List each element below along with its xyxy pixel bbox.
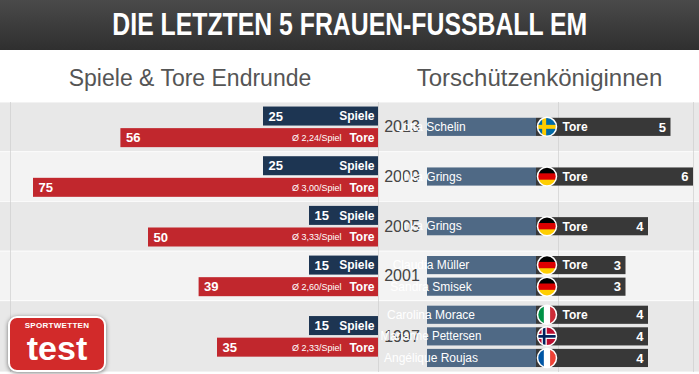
svg-text:75: 75 <box>39 180 53 195</box>
svg-text:15: 15 <box>315 318 329 333</box>
svg-text:Spiele: Spiele <box>339 319 375 333</box>
svg-text:Ø 3,00/Spiel: Ø 3,00/Spiel <box>292 183 342 193</box>
svg-text:56: 56 <box>126 130 140 145</box>
svg-text:Ø 2,60/Spiel: Ø 2,60/Spiel <box>292 282 342 292</box>
html-text:SPORTWETTEN: SPORTWETTEN <box>24 321 90 330</box>
svg-text:6: 6 <box>681 169 688 184</box>
svg-text:50: 50 <box>154 230 168 245</box>
html-text:Torschützenköniginnen: Torschützenköniginnen <box>416 64 663 91</box>
svg-text:4: 4 <box>636 307 644 322</box>
svg-text:4: 4 <box>636 219 644 234</box>
svg-text:Carolina Morace: Carolina Morace <box>387 308 475 322</box>
html-text:DIE LETZTEN 5 FRAUEN-FUSSBALL: DIE LETZTEN 5 FRAUEN-FUSSBALL EM <box>112 7 587 42</box>
svg-text:Tore: Tore <box>563 258 588 272</box>
svg-text:Spiele: Spiele <box>339 159 375 173</box>
svg-text:Tore: Tore <box>563 308 588 322</box>
svg-text:Lotta Schelin: Lotta Schelin <box>396 120 465 134</box>
svg-text:Spiele: Spiele <box>339 258 375 272</box>
svg-text:15: 15 <box>315 208 329 223</box>
svg-text:15: 15 <box>315 258 329 273</box>
html-text:Spiele & Tore Endrunde: Spiele & Tore Endrunde <box>68 65 312 91</box>
svg-text:Tore: Tore <box>349 341 374 355</box>
svg-text:Tore: Tore <box>563 220 588 234</box>
svg-text:Tore: Tore <box>349 230 374 244</box>
svg-text:Tore: Tore <box>349 181 374 195</box>
svg-text:Claudia Müller: Claudia Müller <box>393 258 470 272</box>
svg-text:3: 3 <box>614 258 621 273</box>
svg-text:Tore: Tore <box>563 170 588 184</box>
svg-text:5: 5 <box>659 120 666 135</box>
svg-text:Tore: Tore <box>349 131 374 145</box>
svg-text:Spiele: Spiele <box>339 209 375 223</box>
svg-text:3: 3 <box>614 279 621 294</box>
svg-text:35: 35 <box>223 340 237 355</box>
html-text:test: test <box>26 329 88 367</box>
svg-text:25: 25 <box>269 158 283 173</box>
svg-text:4: 4 <box>636 351 644 366</box>
svg-text:4: 4 <box>636 329 644 344</box>
svg-text:Ø 2,24/Spiel: Ø 2,24/Spiel <box>292 133 342 143</box>
svg-text:Ø 3,33/Spiel: Ø 3,33/Spiel <box>292 232 342 242</box>
svg-text:25: 25 <box>269 109 283 124</box>
svg-text:Spiele: Spiele <box>339 109 375 123</box>
svg-text:Inka Grings: Inka Grings <box>400 170 461 184</box>
svg-text:Angélique Roujas: Angélique Roujas <box>384 351 478 365</box>
svg-text:Tore: Tore <box>349 280 374 294</box>
svg-text:Ø 2,33/Spiel: Ø 2,33/Spiel <box>292 343 342 353</box>
svg-text:Tore: Tore <box>563 120 588 134</box>
svg-text:Marianne Pettersen: Marianne Pettersen <box>381 329 482 343</box>
svg-text:Sandra Smisek: Sandra Smisek <box>390 280 472 294</box>
svg-text:Inka Grings: Inka Grings <box>400 219 461 233</box>
svg-text:39: 39 <box>204 279 218 294</box>
